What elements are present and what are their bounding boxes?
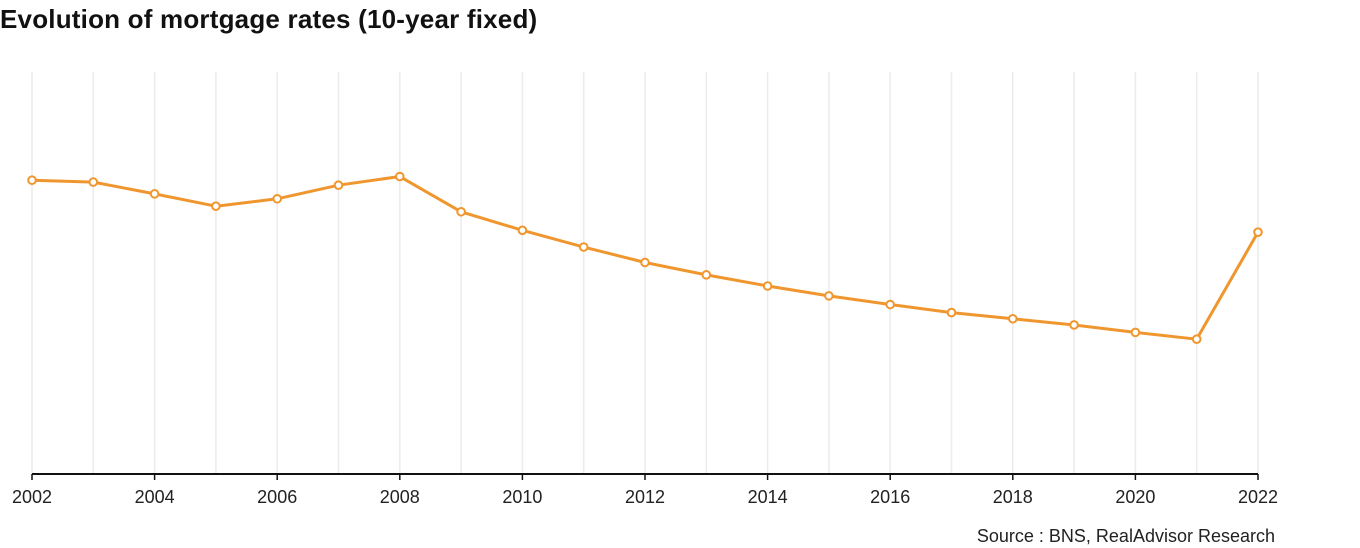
data-point-2016 — [885, 299, 896, 310]
chart-title: Evolution of mortgage rates (10-year fix… — [0, 4, 538, 34]
data-point-2018 — [1008, 313, 1018, 324]
data-point-2006 — [272, 193, 283, 204]
data-point-2005 — [211, 201, 221, 212]
data-point-2015 — [824, 291, 834, 301]
x-tick-label-2002: 2002 — [12, 487, 52, 507]
x-tick-label-2006: 2006 — [257, 487, 297, 507]
data-point-2013 — [701, 270, 712, 280]
data-point-2002 — [27, 175, 37, 186]
x-tick-label-2022: 2022 — [1238, 487, 1278, 507]
source-note: Source : BNS, RealAdvisor Research — [976, 526, 1275, 546]
data-point-2020 — [1130, 327, 1141, 338]
data-point-2004 — [149, 189, 160, 199]
x-tick-label-2020: 2020 — [1115, 487, 1155, 507]
x-tick-label-2010: 2010 — [502, 487, 542, 507]
data-point-2017 — [946, 307, 957, 318]
x-axis — [31, 473, 1259, 480]
x-tick-label-2016: 2016 — [870, 487, 910, 507]
x-tick-labels: 2002 2004 2006 2008 2010 2012 2014 2016 2018 2020… — [12, 487, 1278, 507]
data-point-2014 — [762, 281, 773, 291]
data-point-2012 — [640, 257, 650, 268]
x-tick-label-2004: 2004 — [135, 487, 175, 507]
data-point-2010 — [517, 225, 528, 236]
x-tick-label-2008: 2008 — [380, 487, 420, 507]
grid-lines — [31, 72, 1259, 474]
x-tick-label-2014: 2014 — [748, 487, 788, 507]
series — [27, 171, 1263, 344]
data-point-2011 — [578, 242, 589, 252]
data-point-2022 — [1253, 227, 1263, 237]
x-tick-label-2012: 2012 — [625, 487, 665, 507]
data-point-2003 — [88, 177, 99, 187]
data-point-2008 — [395, 171, 405, 182]
data-point-2009 — [456, 206, 466, 217]
data-point-2021 — [1191, 334, 1202, 344]
data-point-2019 — [1069, 320, 1079, 330]
x-tick-label-2018: 2018 — [993, 487, 1033, 507]
data-point-2007 — [333, 180, 344, 190]
